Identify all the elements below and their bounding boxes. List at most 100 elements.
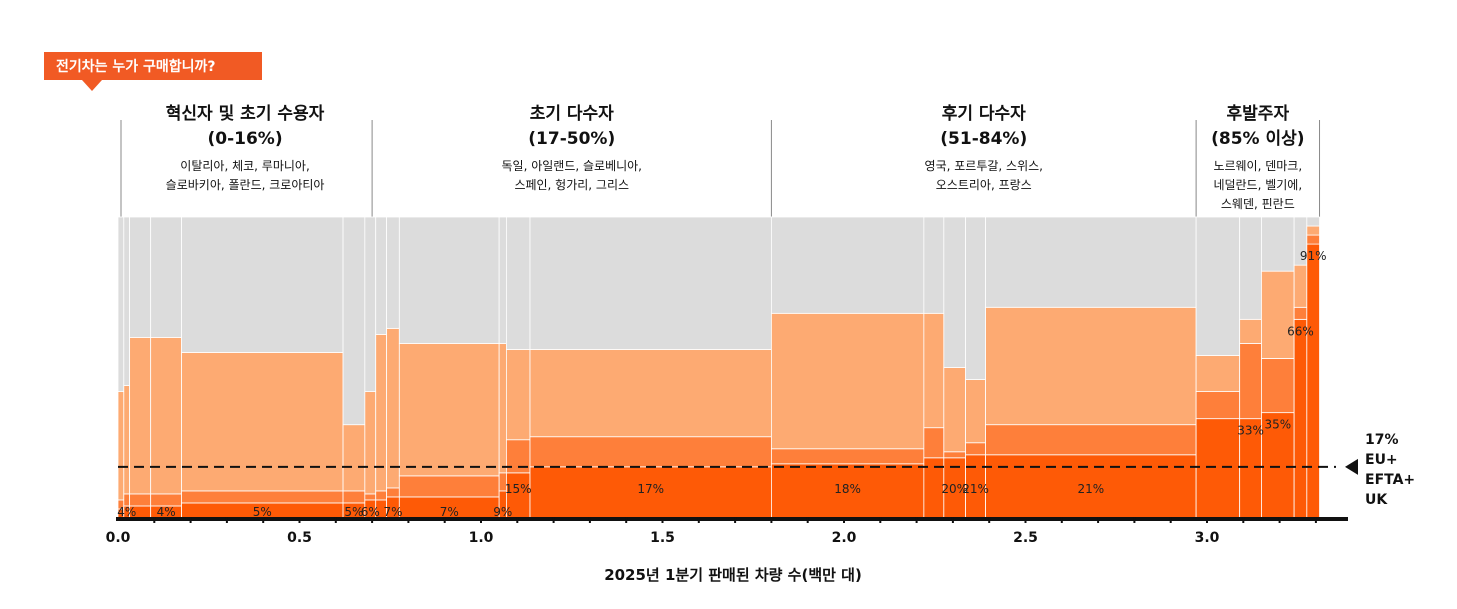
bar-hev-segment	[1261, 270, 1295, 359]
segment-range: (51-84%)	[940, 129, 1027, 149]
segment-countries: 슬로바키아, 폴란드, 크로아티아	[166, 178, 325, 192]
x-minor-tick	[298, 517, 301, 523]
bar-phev-segment	[1195, 391, 1241, 420]
x-tick-label: 0.0	[106, 530, 131, 546]
x-minor-tick	[843, 517, 845, 523]
average-label: 17% EU+ EFTA+ UK	[1365, 432, 1415, 508]
x-minor-tick	[1060, 517, 1063, 523]
segment-header: 후발주자 (85% 이상) 노르웨이, 덴마크, 네덜란드, 벨기에, 스웨덴, 핀란드	[1211, 103, 1321, 217]
x-minor-tick	[1097, 517, 1100, 523]
bar-column	[375, 216, 388, 519]
bar-phev-segment	[1239, 343, 1262, 420]
bar-other-segment	[1261, 216, 1295, 272]
x-minor-tick	[588, 517, 591, 523]
average-label-line: EU+	[1365, 452, 1398, 468]
x-axis-line	[116, 517, 1348, 521]
bar-other-segment	[364, 216, 377, 392]
x-minor-tick	[334, 517, 337, 523]
bar-phev-segment	[1261, 358, 1295, 414]
average-marker	[1345, 458, 1358, 475]
bar-column	[965, 216, 986, 519]
bar-value-label: 21%	[962, 482, 989, 496]
x-minor-tick	[1133, 517, 1136, 523]
bar-other-segment	[342, 216, 366, 426]
bar-value-label: 21%	[1078, 482, 1105, 496]
bar-column	[1195, 216, 1241, 519]
x-minor-tick	[189, 517, 192, 523]
bar-value-label: 91%	[1300, 249, 1327, 263]
bar-value-label: 35%	[1264, 418, 1291, 432]
x-minor-tick	[625, 517, 628, 523]
bar-other-segment	[498, 216, 507, 344]
x-tick-label: 1.0	[469, 530, 494, 546]
segment-countries: 영국, 포르투갈, 스위스,	[925, 159, 1043, 173]
bar-hev-segment	[506, 349, 531, 441]
bar-column	[771, 216, 925, 519]
bar-hev-segment	[150, 336, 182, 495]
x-minor-tick	[770, 517, 773, 523]
bar-column	[117, 216, 125, 519]
bar-column	[129, 216, 152, 519]
average-label-line: UK	[1365, 492, 1388, 508]
bar-value-label: 15%	[505, 482, 532, 496]
x-minor-tick	[407, 517, 410, 523]
x-minor-tick	[1242, 517, 1245, 523]
bar-hev-segment	[386, 327, 400, 489]
segment-countries: 노르웨이, 덴마크,	[1213, 159, 1302, 173]
x-minor-tick	[371, 517, 374, 523]
bar-phev-segment	[923, 427, 945, 459]
bar-hev-segment	[342, 424, 366, 492]
bar-bev-segment	[771, 463, 925, 519]
bar-bev-segment	[1261, 412, 1295, 519]
badge-text: 전기차는 누가 구매합니까?	[56, 58, 216, 75]
bar-other-segment	[506, 216, 531, 350]
bar-phev-segment	[985, 424, 1197, 456]
bar-column	[342, 216, 366, 519]
bar-phev-segment	[398, 475, 500, 498]
bar-phev-segment	[943, 451, 967, 459]
bar-value-label: 6%	[361, 505, 380, 519]
bar-hev-segment	[129, 336, 152, 495]
segment-countries: 이탈리아, 체코, 루마니아,	[180, 159, 309, 173]
bar-hev-segment	[123, 385, 131, 495]
bar-bev-segment	[985, 454, 1197, 519]
bar-column	[181, 216, 344, 519]
bar-column	[1239, 216, 1262, 519]
segment-header: 후기 다수자 (51-84%) 영국, 포르투갈, 스위스, 오스트리아, 프랑스	[925, 103, 1197, 217]
bar-bev-segment	[1306, 243, 1320, 519]
segment-header: 초기 다수자 (17-50%) 독일, 아일랜드, 슬로베니아, 스페인, 헝가리, …	[501, 104, 772, 217]
bar-other-segment	[150, 216, 182, 338]
bar-other-segment	[181, 216, 344, 353]
bar-hev-segment	[1306, 225, 1320, 236]
segment-range: (17-50%)	[528, 129, 615, 149]
x-minor-tick	[552, 517, 555, 523]
bar-column	[923, 216, 945, 519]
segment-title: 후발주자	[1227, 103, 1290, 124]
bar-value-label: 17%	[637, 482, 664, 496]
bar-phev-segment	[386, 487, 400, 498]
bar-hev-segment	[498, 343, 507, 474]
bar-column	[498, 216, 507, 519]
bar-column	[386, 216, 400, 519]
bar-other-segment	[1239, 216, 1262, 320]
bar-value-label: 4%	[117, 505, 136, 519]
bar-value-label: 66%	[1287, 324, 1314, 338]
bar-other-segment	[529, 216, 772, 350]
bar-column	[943, 216, 967, 519]
x-minor-tick	[1314, 517, 1317, 523]
x-minor-tick	[1024, 517, 1027, 523]
x-tick-label: 1.5	[650, 530, 675, 546]
x-tick-label: 2.5	[1013, 530, 1038, 546]
segment-range: (0-16%)	[207, 129, 282, 149]
average-label-line: EFTA+	[1365, 472, 1415, 488]
segment-headers: 혁신자 및 초기 수용자 (0-16%) 이탈리아, 체코, 루마니아, 슬로바키아,…	[120, 103, 1321, 217]
bar-phev-segment	[1293, 306, 1308, 320]
bar-hev-segment	[398, 343, 500, 477]
bar-phev-segment	[364, 493, 377, 501]
bar-other-segment	[375, 216, 388, 335]
bar-value-label: 18%	[834, 482, 861, 496]
bar-column	[1293, 216, 1308, 519]
bar-column	[1261, 216, 1295, 519]
bar-hev-segment	[923, 312, 945, 429]
